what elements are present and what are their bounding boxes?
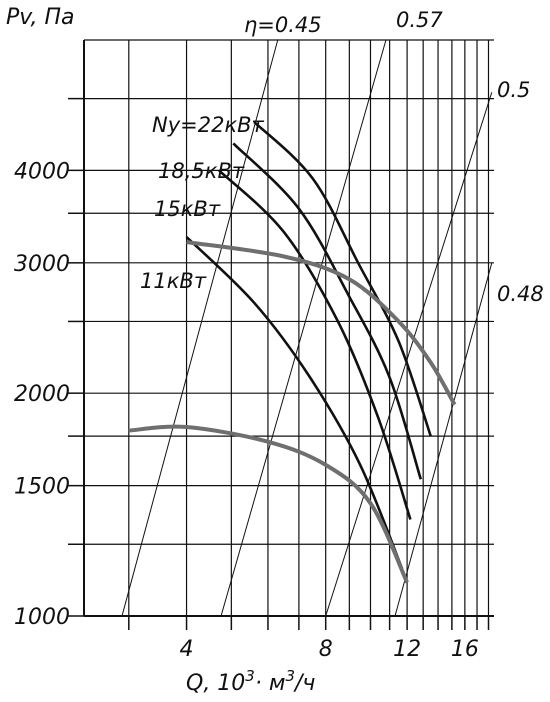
x-axis-title-sup: 3 bbox=[285, 667, 295, 685]
efficiency-lines bbox=[121, 39, 493, 617]
y-tick-label: 3000 bbox=[14, 252, 70, 277]
power-label-11kw: 11кВт bbox=[140, 269, 207, 293]
vertical-grid bbox=[128, 40, 490, 616]
y-axis-ticks: 1000 1500 2000 3000 4000 bbox=[14, 97, 84, 630]
x-axis-title-sup: 3 bbox=[245, 667, 255, 685]
efficiency-label: 0.5 bbox=[497, 78, 530, 102]
y-tick-label: 2000 bbox=[14, 382, 70, 407]
x-tick-label: 12 bbox=[393, 637, 421, 662]
power-curve bbox=[218, 169, 412, 520]
x-axis-ticks: 4 8 12 16 bbox=[128, 616, 490, 662]
y-tick-label: 1000 bbox=[14, 605, 70, 630]
y-axis-title: Pv, Па bbox=[6, 5, 75, 30]
y-tick-label: 1500 bbox=[14, 475, 70, 500]
pressure-curve bbox=[186, 240, 457, 406]
efficiency-line bbox=[121, 39, 279, 617]
power-curve bbox=[185, 236, 404, 569]
characteristic-curves bbox=[128, 120, 457, 584]
x-tick-label: 4 bbox=[180, 637, 194, 662]
power-curve bbox=[253, 120, 432, 437]
y-tick-label: 4000 bbox=[14, 159, 70, 184]
x-axis-title: Q, 103· м3/ч bbox=[186, 667, 315, 696]
power-label-18-5kw: 18,5кВт bbox=[158, 159, 245, 183]
pressure-curve bbox=[128, 424, 409, 584]
power-labels: Ny=22кВт 18,5кВт 15кВт 11кВт bbox=[140, 113, 265, 293]
efficiency-label: 0.57 bbox=[396, 8, 443, 32]
efficiency-line bbox=[325, 92, 493, 617]
x-tick-label: 8 bbox=[319, 637, 333, 662]
x-tick-label: 16 bbox=[451, 637, 479, 662]
efficiency-line bbox=[220, 39, 387, 617]
x-axis-title-part: · м bbox=[255, 671, 286, 696]
x-axis-title-part: Q, 10 bbox=[186, 671, 245, 696]
power-curve bbox=[232, 142, 423, 480]
efficiency-label: η=0.45 bbox=[244, 13, 322, 37]
x-axis-title-part: /ч bbox=[293, 671, 315, 696]
efficiency-line bbox=[394, 262, 493, 617]
efficiency-label: 0.48 bbox=[497, 282, 544, 306]
efficiency-labels: η=0.45 0.57 0.5 0.48 bbox=[244, 8, 544, 306]
power-label-22kw: Ny=22кВт bbox=[152, 113, 265, 137]
power-label-15kw: 15кВт bbox=[154, 197, 221, 221]
